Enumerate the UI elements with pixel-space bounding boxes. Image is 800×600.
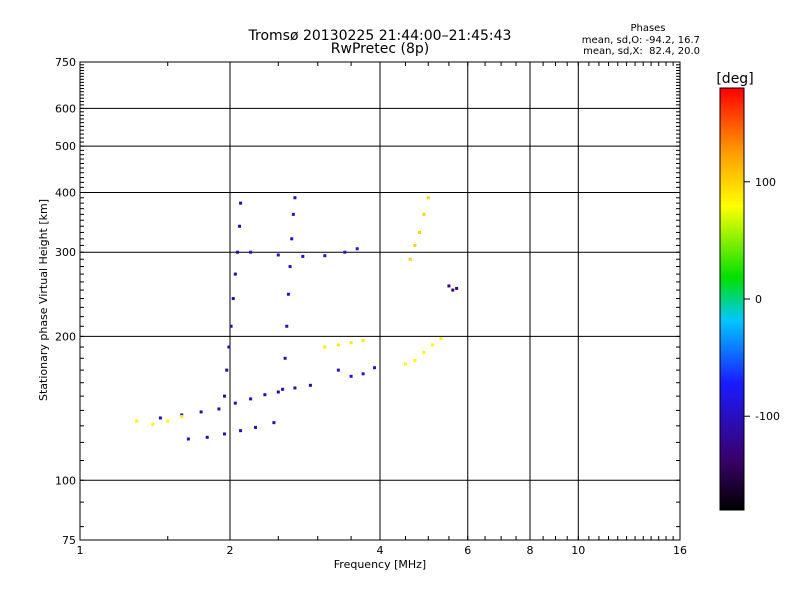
colorbar-tick-label: -100 bbox=[755, 410, 780, 423]
data-point bbox=[355, 247, 359, 251]
data-point bbox=[308, 383, 312, 387]
data-point bbox=[403, 362, 407, 366]
data-point bbox=[323, 345, 327, 349]
data-point bbox=[431, 343, 435, 347]
y-axis-label: Stationary phase Virtual Height [km] bbox=[37, 199, 50, 401]
y-tick-label: 600 bbox=[55, 102, 76, 115]
y-tick-label: 400 bbox=[55, 186, 76, 199]
data-point bbox=[186, 437, 190, 441]
data-point bbox=[253, 425, 257, 429]
grid-lines bbox=[80, 62, 680, 540]
stats-heading: Phases bbox=[630, 23, 665, 34]
data-point bbox=[455, 286, 459, 290]
colorbar bbox=[719, 87, 745, 511]
stats-line-o: mean, sd,O: -94.2, 16.7 bbox=[582, 35, 700, 46]
data-point bbox=[158, 416, 162, 420]
data-point bbox=[233, 401, 237, 405]
data-point bbox=[223, 394, 227, 398]
data-point bbox=[239, 201, 243, 205]
data-point bbox=[336, 368, 340, 372]
data-point bbox=[422, 351, 426, 355]
data-point bbox=[373, 366, 377, 370]
data-point bbox=[285, 324, 289, 328]
y-tick-label: 75 bbox=[62, 534, 76, 547]
data-point bbox=[180, 414, 184, 418]
data-point bbox=[249, 250, 253, 254]
chart-title: Tromsø 20130225 21:44:00–21:45:43 bbox=[248, 28, 512, 44]
data-point bbox=[135, 419, 139, 423]
data-point bbox=[343, 250, 347, 254]
data-point bbox=[408, 257, 412, 261]
data-point bbox=[323, 254, 327, 258]
data-point bbox=[281, 387, 285, 391]
y-tick-label: 300 bbox=[55, 246, 76, 259]
data-points bbox=[135, 196, 459, 441]
data-point bbox=[235, 250, 239, 254]
data-point bbox=[336, 343, 340, 347]
data-point bbox=[349, 374, 353, 378]
data-point bbox=[229, 324, 233, 328]
data-point bbox=[413, 243, 417, 247]
data-point bbox=[231, 297, 235, 301]
data-point bbox=[288, 265, 292, 269]
minor-ticks bbox=[79, 61, 681, 540]
data-point bbox=[451, 288, 455, 292]
x-tick-labels: 1 2 4 6 8 10 16 bbox=[77, 544, 688, 557]
data-point bbox=[301, 254, 305, 258]
stats-line-x: mean, sd,X: 82.4, 20.0 bbox=[583, 46, 700, 57]
data-point bbox=[426, 196, 430, 200]
colorbar-tick-label: 0 bbox=[755, 293, 762, 306]
data-point bbox=[223, 432, 227, 436]
data-point bbox=[293, 386, 297, 390]
data-point bbox=[276, 390, 280, 394]
data-point bbox=[238, 224, 242, 228]
chart-subtitle: RwPretec (8p) bbox=[331, 41, 429, 57]
data-point bbox=[293, 196, 297, 200]
data-point bbox=[291, 212, 295, 216]
data-point bbox=[413, 359, 417, 363]
data-point bbox=[439, 336, 443, 340]
y-tick-labels: 75 100 200 300 400 500 600 750 bbox=[55, 56, 76, 547]
x-tick-label: 10 bbox=[571, 544, 585, 557]
data-point bbox=[205, 435, 209, 439]
x-tick-label: 1 bbox=[77, 544, 84, 557]
data-point bbox=[233, 272, 237, 276]
data-point bbox=[349, 341, 353, 345]
colorbar-label: [deg] bbox=[716, 71, 753, 87]
data-point bbox=[239, 429, 243, 433]
data-point bbox=[283, 356, 287, 360]
x-tick-label: 2 bbox=[227, 544, 234, 557]
data-point bbox=[276, 253, 280, 257]
colorbar-ticks: -100 0 100 bbox=[744, 176, 780, 423]
x-tick-label: 4 bbox=[377, 544, 384, 557]
colorbar-tick-label: 100 bbox=[755, 176, 776, 189]
data-point bbox=[361, 372, 365, 376]
data-point bbox=[227, 345, 231, 349]
data-point bbox=[290, 237, 294, 241]
x-tick-label: 8 bbox=[527, 544, 534, 557]
data-point bbox=[166, 419, 170, 423]
data-point bbox=[225, 368, 229, 372]
x-tick-label: 16 bbox=[673, 544, 687, 557]
y-tick-label: 200 bbox=[55, 330, 76, 343]
data-point bbox=[361, 339, 365, 343]
data-point bbox=[151, 422, 155, 426]
data-point bbox=[249, 397, 253, 401]
data-point bbox=[217, 407, 221, 411]
y-tick-label: 100 bbox=[55, 474, 76, 487]
data-point bbox=[447, 284, 451, 288]
data-point bbox=[199, 410, 203, 414]
y-tick-label: 500 bbox=[55, 140, 76, 153]
y-tick-label: 750 bbox=[55, 56, 76, 69]
data-point bbox=[180, 413, 184, 417]
data-point bbox=[272, 421, 276, 425]
x-axis-label: Frequency [MHz] bbox=[334, 558, 426, 571]
x-tick-label: 6 bbox=[464, 544, 471, 557]
data-point bbox=[417, 230, 421, 234]
data-point bbox=[263, 393, 267, 397]
data-point bbox=[422, 212, 426, 216]
data-point bbox=[286, 292, 290, 296]
